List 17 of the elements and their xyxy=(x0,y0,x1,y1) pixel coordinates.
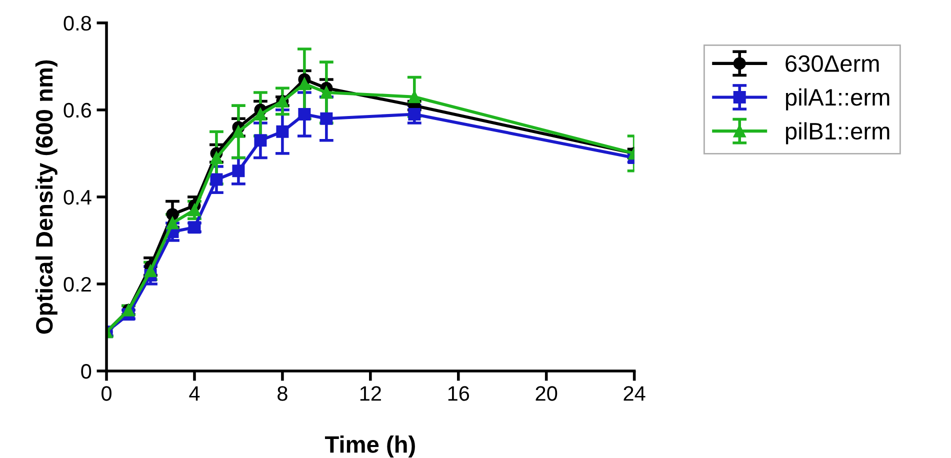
y-tick-label: 0.4 xyxy=(64,190,92,205)
x-tick-label: 8 xyxy=(278,386,288,401)
legend-label: pilA1::erm xyxy=(786,88,890,110)
legend-label: 630Δerm xyxy=(786,55,879,72)
x-tick-label: 24 xyxy=(624,386,646,401)
legend-label: pilB1::erm xyxy=(786,122,890,144)
x-axis-title: Time (h) xyxy=(324,436,415,458)
x-tick-label: 4 xyxy=(189,386,200,401)
y-tick-label: 0.6 xyxy=(64,102,92,118)
x-tick-label: 0 xyxy=(102,386,112,401)
y-tick-label: 0 xyxy=(81,364,92,379)
y-tick-label: 0.8 xyxy=(64,16,92,31)
y-axis-title: Optical Density (600 nm) xyxy=(35,60,58,334)
y-tick-label: 0.2 xyxy=(64,276,91,292)
x-tick-label: 16 xyxy=(448,386,470,401)
x-tick-label: 20 xyxy=(536,386,558,401)
x-tick-label: 12 xyxy=(360,386,381,401)
